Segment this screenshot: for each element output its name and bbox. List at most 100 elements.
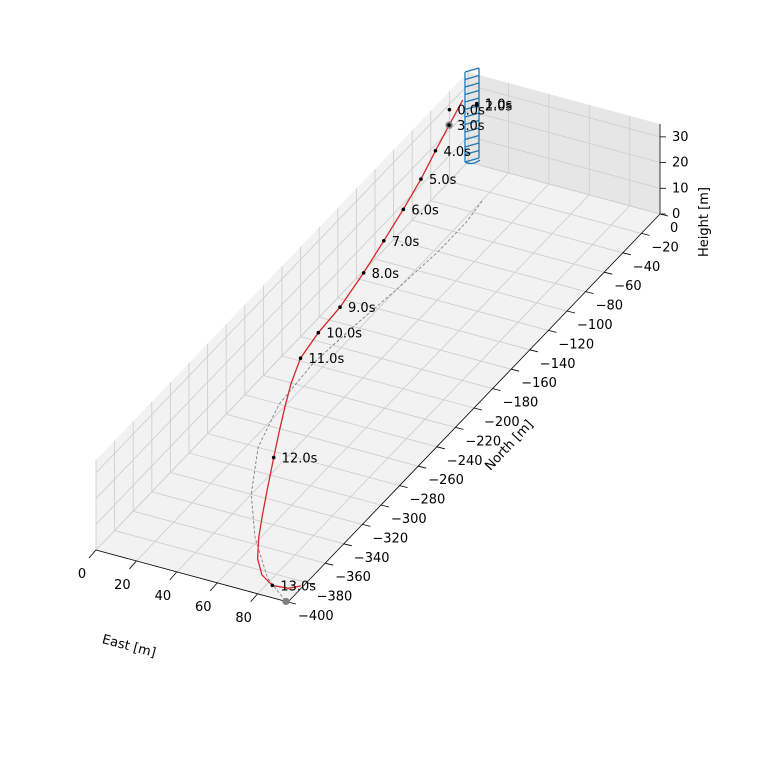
- time-marker-label: 6.0s: [411, 203, 439, 218]
- time-markers: 0.0s 1.0s2.0s3.0s 4.0s 5.0s 6.0s 7.0s 8.0s 9.0s…: [270, 98, 513, 594]
- y-tick-label: −100: [577, 318, 613, 333]
- grid-line-y: [114, 530, 307, 584]
- time-marker: [433, 148, 438, 153]
- tower-rung: [464, 157, 480, 163]
- tower-rung: [464, 142, 480, 148]
- y-tick: [343, 543, 352, 547]
- y-tick-label: −320: [372, 531, 408, 546]
- y-tick: [418, 465, 427, 469]
- grid-line-z: [467, 135, 661, 189]
- y-tick-label: −300: [391, 512, 427, 527]
- time-marker-label: 8.0s: [372, 267, 400, 282]
- tower-rung: [464, 67, 480, 73]
- y-tick-label: −200: [484, 415, 520, 430]
- x-tick-label: 40: [155, 589, 172, 604]
- x-tick: [169, 571, 178, 581]
- y-tick-label: −220: [465, 434, 501, 449]
- y-tick: [473, 407, 483, 411]
- y-tick: [362, 524, 371, 527]
- time-marker-label: 10.0s: [326, 327, 362, 342]
- y-tick: [641, 233, 650, 236]
- y-tick: [306, 582, 315, 585]
- time-marker: [382, 238, 386, 243]
- time-marker-label: 4.0s: [443, 145, 471, 160]
- y-tick-label: −400: [298, 609, 334, 624]
- y-tick: [436, 446, 445, 450]
- grid-line-y: [281, 355, 475, 409]
- y-tick: [529, 349, 538, 353]
- tower-rung: [464, 149, 480, 156]
- tick-marks: [88, 136, 669, 605]
- z-axis-label: Height [m]: [697, 187, 712, 257]
- grid-line-y: [133, 510, 326, 564]
- grid-line-y: [374, 258, 568, 312]
- y-tick: [566, 310, 576, 314]
- time-marker-label: 11.0s: [309, 352, 345, 367]
- tower-rung: [464, 112, 480, 118]
- grid-line-z: [95, 110, 469, 499]
- y-tick-label: −280: [410, 493, 446, 508]
- y-tick: [492, 388, 501, 391]
- time-marker: [338, 305, 342, 310]
- time-marker-label: 0.0s: [457, 104, 485, 119]
- z-tick-label: 20: [672, 156, 689, 171]
- x-tick-label: 0: [78, 567, 86, 582]
- x-tick-label: 80: [235, 611, 252, 626]
- y-tick-label: −180: [503, 396, 539, 411]
- y-tick: [585, 291, 594, 294]
- time-marker: [401, 207, 406, 212]
- time-marker-label: 12.0s: [282, 452, 318, 467]
- time-marker: [298, 356, 303, 361]
- time-marker-label: 2.0s: [485, 100, 513, 115]
- x-tick: [209, 582, 218, 592]
- time-marker: [270, 583, 275, 588]
- y-tick-label: −260: [428, 473, 464, 488]
- time-marker: [475, 103, 479, 108]
- tower-rung: [464, 127, 480, 133]
- y-tick-label: −80: [596, 299, 623, 314]
- grid-line-y: [207, 433, 400, 487]
- grid-line-z: [467, 110, 661, 164]
- tower-base: [464, 159, 481, 165]
- time-marker-label: 3.0s: [457, 119, 485, 134]
- back-pane: [468, 72, 660, 214]
- grid-line-y: [244, 394, 437, 448]
- endpoint-dot: [282, 597, 290, 606]
- y-tick-label: −120: [558, 337, 594, 352]
- y-tick-label: −20: [651, 240, 678, 255]
- grid-line-y: [337, 297, 530, 351]
- y-tick: [399, 485, 408, 488]
- tower-rung: [464, 119, 480, 126]
- flight-path-line: [256, 99, 464, 589]
- time-marker-label: 5.0s: [429, 173, 457, 188]
- y-tick-label: −140: [540, 357, 576, 372]
- x-tick-label: 20: [114, 578, 131, 593]
- time-marker-label: 13.0s: [280, 579, 316, 594]
- grid-line-y: [151, 491, 344, 545]
- y-tick-label: −340: [354, 551, 390, 566]
- time-marker: [419, 177, 423, 181]
- time-marker: [271, 455, 276, 460]
- y-tick: [455, 427, 464, 430]
- grid-line-z: [95, 135, 469, 525]
- grid-line-z: [95, 161, 469, 551]
- x-axis-line: [95, 549, 289, 603]
- y-tick-label: −380: [317, 590, 353, 605]
- x-tick: [250, 593, 258, 603]
- grid-line-y: [300, 336, 493, 390]
- y-tick-label: −240: [447, 454, 483, 469]
- y-tick: [622, 252, 631, 256]
- grid-line-y: [356, 277, 549, 331]
- y-tick: [511, 368, 520, 372]
- z-tick-label: 0: [672, 207, 680, 222]
- y-tick-label: 0: [670, 221, 678, 236]
- tower-rung: [464, 134, 480, 141]
- x-tick: [129, 560, 137, 570]
- time-marker-label: 1.0s: [485, 98, 513, 113]
- grid-line-y: [430, 200, 623, 254]
- y-tick: [380, 504, 390, 508]
- tower-rung: [464, 89, 480, 96]
- x-tick: [88, 549, 97, 559]
- time-marker: [447, 107, 452, 112]
